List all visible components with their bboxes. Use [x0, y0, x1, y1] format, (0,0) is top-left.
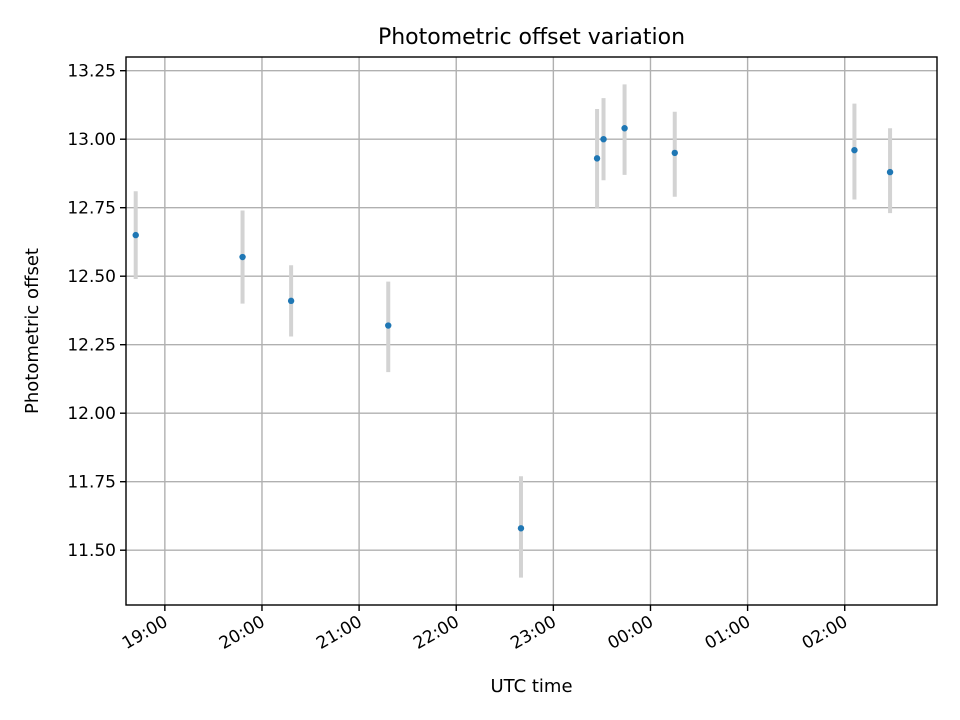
y-axis-label: Photometric offset: [22, 248, 43, 414]
error-bars: [133, 84, 893, 578]
data-point: [287, 297, 295, 305]
data-point: [671, 149, 678, 157]
data-point: [239, 253, 246, 261]
y-tick-label: 13.00: [67, 130, 116, 150]
y-tick-label: 13.25: [67, 62, 116, 82]
x-tick-label: 22:00: [410, 612, 462, 654]
x-tick-label: 21:00: [313, 612, 365, 654]
data-point: [621, 125, 628, 132]
grid: [126, 57, 937, 605]
plot-frame: [125, 56, 938, 606]
data-point: [517, 525, 525, 532]
x-tick-label: 01:00: [702, 612, 754, 654]
y-tick-label: 11.75: [67, 473, 116, 493]
chart-title: Photometric offset variation: [378, 25, 685, 50]
data-point: [851, 146, 858, 154]
data-point: [600, 136, 607, 143]
y-tick-label: 12.00: [67, 404, 116, 424]
y-tick-label: 12.25: [67, 336, 116, 356]
data-point: [385, 322, 392, 329]
x-tick-label: 20:00: [216, 612, 268, 654]
x-tick-label: 02:00: [799, 612, 851, 654]
data-point: [132, 231, 139, 239]
y-tick-label: 11.50: [67, 541, 116, 561]
x-axis-label: UTC time: [490, 676, 572, 697]
data-point: [886, 168, 894, 176]
data-points: [132, 125, 894, 532]
x-tick-label: 19:00: [119, 612, 171, 654]
x-tick-label: 00:00: [605, 612, 657, 654]
data-point: [593, 155, 601, 162]
y-tick-label: 12.75: [67, 199, 116, 219]
x-tick-label: 23:00: [507, 612, 559, 654]
y-tick-label: 12.50: [67, 267, 116, 287]
axis-ticks: 11.50 11.75 12.00 12.25 12.50 12.75 13.00 13.25…: [67, 62, 851, 654]
